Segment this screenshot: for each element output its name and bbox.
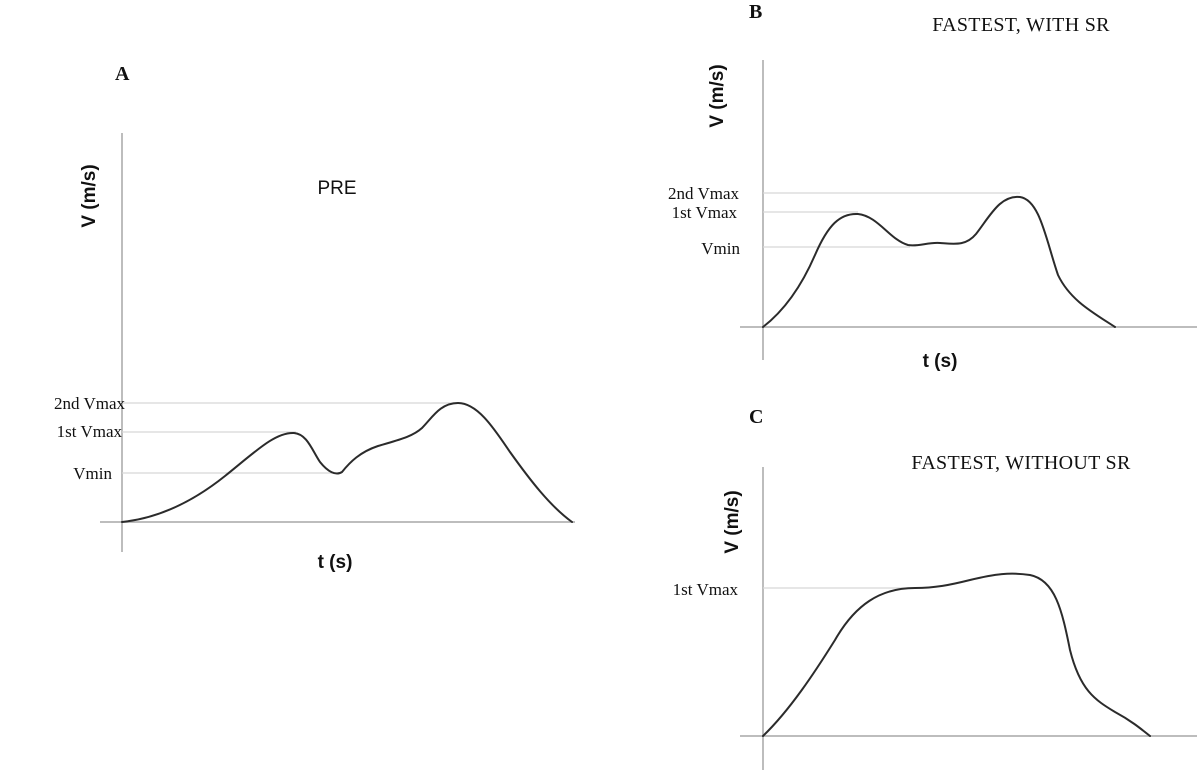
panel-c-velocity-curve (762, 572, 1151, 737)
panel-c-y-axis-label: V (m/s) (722, 490, 743, 553)
panel-b-label-vmin: Vmin (701, 239, 740, 258)
panel-b-y-axis-label: V (m/s) (707, 64, 728, 127)
panel-a-label-1st-vmax: 1st Vmax (57, 422, 123, 441)
panel-b: B FASTEST, WITH SR V (m/s) t (s) 2nd Vma… (668, 1, 1197, 372)
panel-b-title: FASTEST, WITH SR (932, 14, 1110, 36)
panel-a-x-axis-label: t (s) (318, 552, 353, 573)
panel-c-title: FASTEST, WITHOUT SR (911, 452, 1131, 474)
panel-b-letter: B (749, 1, 762, 23)
panel-c-letter: C (749, 406, 763, 428)
panel-c-label-1st-vmax: 1st Vmax (673, 580, 739, 599)
panel-a-label-vmin: Vmin (73, 464, 112, 483)
panel-a: A PRE V (m/s) t (s) 2nd Vmax 1st Vmax Vm… (54, 63, 575, 573)
panel-a-y-axis-label: V (m/s) (79, 164, 100, 227)
panel-a-letter: A (115, 63, 130, 85)
panel-c: C FASTEST, WITHOUT SR V (m/s) 1st Vmax (673, 406, 1197, 770)
panel-a-title: PRE (317, 178, 356, 199)
panel-a-label-2nd-vmax: 2nd Vmax (54, 394, 125, 413)
panel-b-label-1st-vmax: 1st Vmax (672, 203, 738, 222)
panel-b-velocity-curve (762, 195, 1116, 328)
panel-b-label-2nd-vmax: 2nd Vmax (668, 184, 739, 203)
panel-a-velocity-curve (121, 402, 573, 523)
panel-b-x-axis-label: t (s) (923, 351, 958, 372)
